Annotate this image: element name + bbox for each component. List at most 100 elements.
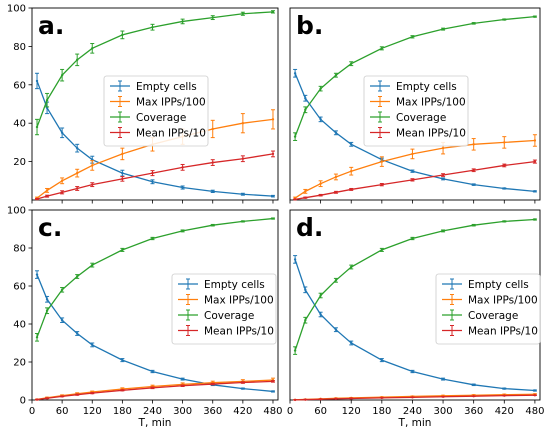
data-point <box>75 146 79 150</box>
panel-c: 0 60 120 180 240 300 360 420 480 0 20 40 60 80 100 c. T,… <box>7 206 283 427</box>
y-tick-label: 80 <box>13 42 26 53</box>
data-point <box>91 164 94 167</box>
panel-d: 0 60 120 180 240 300 360 420 480 d. T, min Empty ce… <box>287 209 544 427</box>
data-point <box>319 182 322 185</box>
data-point <box>271 10 275 14</box>
data-point <box>91 183 94 186</box>
data-point <box>472 22 475 25</box>
x-tick-label: 120 <box>83 406 102 417</box>
data-point <box>241 122 245 125</box>
data-point <box>503 164 506 167</box>
data-point <box>293 135 297 138</box>
panel-letter: a. <box>38 11 64 40</box>
data-point <box>35 197 39 201</box>
data-point <box>151 237 154 240</box>
series-max-ipps-100 <box>293 134 537 200</box>
data-point <box>503 220 506 223</box>
series-line <box>294 139 535 199</box>
data-point <box>121 358 124 362</box>
series-line <box>36 153 274 200</box>
data-point <box>271 194 275 198</box>
data-point <box>380 248 384 252</box>
data-point <box>121 152 124 156</box>
legend-box <box>171 273 277 345</box>
data-point <box>503 187 506 190</box>
data-point <box>181 377 184 381</box>
data-point <box>75 171 79 175</box>
data-point <box>151 171 154 175</box>
legend-label: Empty cells <box>136 81 197 93</box>
data-point <box>441 146 445 150</box>
data-point <box>441 27 445 31</box>
plot-frame <box>31 209 279 401</box>
y-tick-label: 100 <box>7 206 26 217</box>
data-point <box>411 396 414 399</box>
data-point <box>441 395 445 398</box>
data-point <box>75 275 79 278</box>
data-point <box>503 387 506 390</box>
data-point <box>533 190 537 193</box>
panel-b: b. Empty cells Max IPPs/100 Coverage Mean IP… <box>289 7 541 204</box>
x-tick-label: 480 <box>525 406 544 417</box>
data-point <box>181 384 184 387</box>
panel-letter: d. <box>296 213 323 242</box>
y-tick-label: 0 <box>20 396 26 407</box>
legend-label: Max IPPs/100 <box>396 96 466 108</box>
legend-label: Coverage <box>136 112 186 124</box>
series-mean-ipps-10 <box>293 159 537 201</box>
data-point <box>350 188 353 191</box>
data-point <box>91 343 94 347</box>
data-point <box>241 387 245 390</box>
legend-label: Empty cells <box>468 279 529 291</box>
x-tick-label: 60 <box>314 406 327 417</box>
data-point <box>45 397 49 400</box>
y-tick-label: 20 <box>13 157 26 168</box>
data-point <box>304 319 307 322</box>
data-point <box>151 26 154 29</box>
x-tick-label: 240 <box>403 406 422 417</box>
data-point <box>503 141 506 144</box>
data-point <box>334 175 338 179</box>
x-tick-label: 360 <box>203 406 222 417</box>
x-tick-label: 0 <box>29 406 35 417</box>
data-point <box>472 169 475 172</box>
legend-label: Coverage <box>468 310 518 322</box>
data-point <box>91 47 94 50</box>
data-point <box>91 263 94 267</box>
series-mean-ipps-10 <box>293 394 537 402</box>
legend-label: Max IPPs/100 <box>468 294 538 306</box>
series-mean-ipps-10 <box>35 380 275 401</box>
series-coverage <box>35 217 275 342</box>
data-point <box>350 265 353 269</box>
data-point <box>211 16 214 19</box>
data-point <box>472 224 475 227</box>
data-point <box>271 390 275 393</box>
data-point <box>121 33 124 37</box>
data-point <box>304 190 307 193</box>
data-point <box>441 173 445 177</box>
data-point <box>211 224 214 227</box>
data-point <box>35 398 39 401</box>
data-point <box>121 248 124 252</box>
data-point <box>75 332 79 335</box>
panel-a: 20 40 60 80 100 a. Empty cells Max IPPs/100 Cove… <box>7 4 279 204</box>
data-point <box>350 341 353 345</box>
data-point <box>334 328 338 331</box>
series-empty-cells <box>35 270 275 393</box>
series-mean-ipps-10 <box>35 150 275 201</box>
x-tick-label: 360 <box>464 406 483 417</box>
plot-frame <box>289 7 541 201</box>
data-point <box>241 157 245 160</box>
data-point <box>60 191 64 194</box>
data-point <box>151 386 154 390</box>
data-point <box>75 58 79 62</box>
data-point <box>503 18 506 21</box>
data-point <box>241 12 245 15</box>
legend-box <box>435 273 541 345</box>
data-point <box>472 183 475 186</box>
data-point <box>211 190 214 193</box>
data-point <box>411 237 414 240</box>
series-line <box>294 160 535 201</box>
data-point <box>334 279 338 282</box>
series-empty-cells <box>35 72 275 198</box>
